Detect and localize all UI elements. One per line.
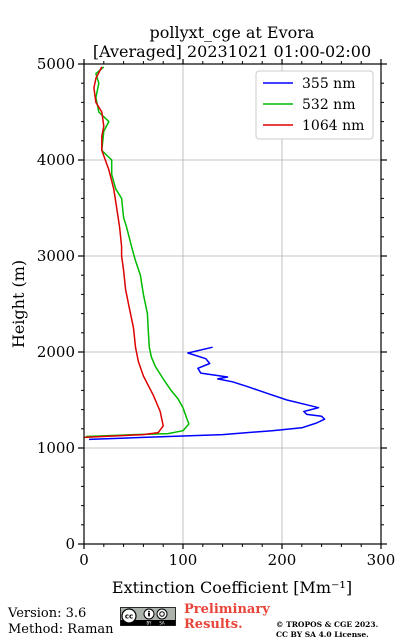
cc-by-sa-icon: cc BY SA — [120, 607, 176, 626]
svg-text:BY: BY — [147, 621, 153, 626]
copyright-line-1: © TROPOS & CGE 2023. — [276, 620, 379, 629]
legend: 355 nm 532 nm 1064 nm — [255, 70, 374, 140]
x-tick-label: 0 — [79, 551, 89, 569]
preliminary-notice: Preliminary Results. — [184, 602, 284, 632]
series-line-532-nm — [85, 66, 190, 438]
series-lines — [83, 66, 326, 441]
method-text: Method: Raman — [8, 622, 114, 637]
series-line-1064-nm — [83, 66, 164, 439]
legend-label-532: 532 nm — [302, 97, 355, 113]
preliminary-line-1: Preliminary — [184, 602, 270, 617]
plot-frame — [83, 63, 382, 545]
chart-title: pollyxt_cge at Evora — [150, 23, 315, 42]
x-axis-label: Extinction Coefficient [Mm⁻¹] — [112, 578, 352, 597]
legend-label-1064: 1064 nm — [302, 118, 364, 134]
legend-box — [255, 70, 374, 140]
svg-text:SA: SA — [159, 621, 165, 626]
y-tick-label: 0 — [65, 535, 75, 553]
copyright-notice: © TROPOS & CGE 2023. CC BY SA 4.0 Licens… — [276, 620, 378, 640]
copyright-line-2: CC BY SA 4.0 License. — [276, 630, 369, 639]
x-tick-label: 300 — [367, 551, 396, 569]
legend-label-355: 355 nm — [302, 76, 355, 92]
profile-chart: pollyxt_cge at Evora [Averaged] 20231021… — [9, 23, 396, 597]
y-tick-label: 3000 — [37, 247, 75, 265]
version-text: Version: 3.6 — [8, 606, 87, 621]
preliminary-line-2: Results. — [184, 617, 243, 632]
series-line-355-nm — [88, 346, 326, 441]
version-info: Version: 3.6 Method: Raman — [8, 606, 114, 638]
y-tick-label: 5000 — [37, 55, 75, 73]
svg-text:cc: cc — [125, 613, 133, 621]
chart-subtitle: [Averaged] 20231021 01:00-02:00 — [93, 42, 371, 61]
x-tick-label: 200 — [268, 551, 297, 569]
y-tick-label: 2000 — [37, 343, 75, 361]
y-tick-label: 1000 — [37, 439, 75, 457]
y-tick-label: 4000 — [37, 151, 75, 169]
x-tick-label: 100 — [169, 551, 198, 569]
y-axis-label: Height (m) — [9, 260, 28, 348]
